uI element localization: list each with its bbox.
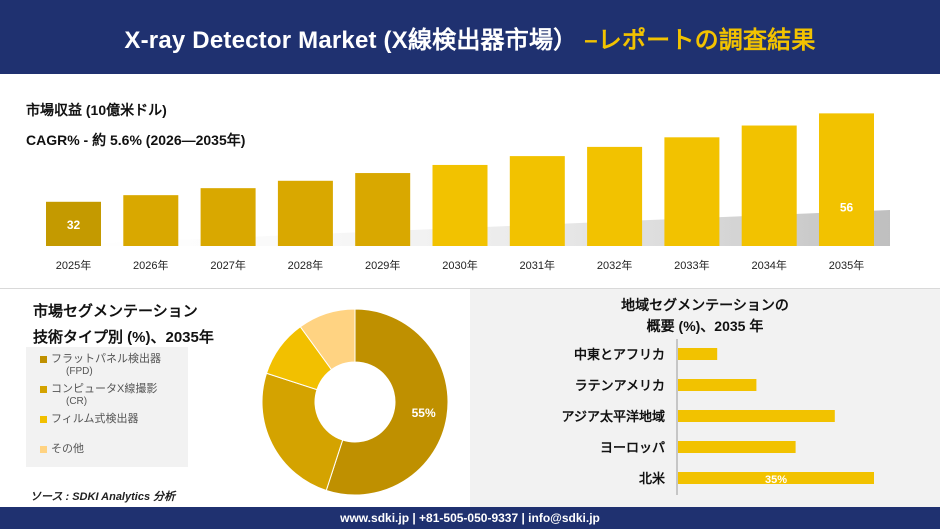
revenue-bar (123, 195, 179, 246)
legend-item-cr: コンピュータX線撮影 (CR) (40, 383, 158, 407)
revenue-bar (587, 146, 643, 246)
region-data-label: 35% (765, 474, 787, 486)
revenue-bar-chart: 2025年 32 2026年 2027年 2028年 2029年 2030年 2031年 203… (30, 113, 890, 272)
legend-swatch (40, 385, 47, 393)
revenue-bar (741, 125, 797, 246)
revenue-bar (46, 201, 101, 246)
section-divider (0, 288, 940, 289)
region-segment-title: 地域セグメンテーションの 概要 (%)、2035 年 (470, 295, 940, 337)
legend-label: コンピュータX線撮影 (51, 383, 158, 395)
region-bar (678, 348, 718, 360)
header-banner: X-ray Detector Market (X線検出器市場） –レポートの調査… (0, 0, 940, 74)
year-tick-label: 2035年 (829, 258, 864, 272)
revenue-bar (277, 180, 333, 246)
region-segment-panel: 地域セグメンテーションの 概要 (%)、2035 年 中東とアフリカ ラテンアメリ… (470, 289, 940, 507)
year-tick-label: 2033年 (674, 258, 709, 272)
legend-swatch (40, 415, 47, 423)
year-tick-label: 2026年 (133, 258, 168, 272)
technology-segment-title: 市場セグメンテーション 技術タイプ別 (%)、2035年 (33, 299, 214, 351)
legend-item-other: その他 (40, 443, 84, 456)
region-category-label: ラテンアメリカ (575, 378, 665, 393)
region-category-label: ヨーロッパ (600, 440, 665, 455)
cagr-label: CAGR% - 約 5.6% (2026—2035年) (26, 132, 246, 148)
technology-donut-chart: 55% (261, 308, 449, 496)
region-category-label: アジア太平洋地域 (562, 409, 665, 424)
year-tick-label: 2030年 (442, 258, 477, 272)
page-title: X-ray Detector Market (X線検出器市場） –レポートの調査… (124, 20, 815, 55)
revenue-bar (200, 188, 256, 246)
revenue-data-label: 32 (67, 218, 81, 232)
revenue-data-label: 56 (840, 200, 854, 214)
revenue-labels: 市場収益 (10億米ドル) CAGR% - 約 5.6% (2026—2035年… (26, 100, 245, 160)
revenue-bar (819, 113, 874, 246)
region-bar (678, 379, 757, 391)
region-bar (678, 441, 796, 453)
legend-label: その他 (51, 443, 84, 455)
legend-label: フラットパネル検出器 (51, 353, 161, 365)
year-tick-label: 2028年 (288, 258, 323, 272)
revenue-bar (664, 137, 720, 246)
title-main: X-ray Detector Market (X線検出器市場） (124, 26, 578, 54)
donut-slice (325, 308, 449, 496)
footer-contact: www.sdki.jp | +81-505-050-9337 | info@sd… (0, 507, 940, 529)
donut-slice (261, 372, 344, 492)
year-tick-label: 2025年 (56, 258, 91, 272)
legend-swatch (40, 355, 47, 363)
technology-segment-title-line1: 市場セグメンテーション (33, 303, 198, 320)
legend-item-fpd: フラットパネル検出器 (FPD) (40, 353, 161, 377)
region-category-label: 北米 (639, 471, 666, 486)
year-tick-label: 2027年 (210, 258, 245, 272)
year-tick-label: 2032年 (597, 258, 632, 272)
legend-sublabel: (FPD) (66, 366, 93, 377)
year-tick-label: 2029年 (365, 258, 400, 272)
legend-label: フィルム式検出器 (51, 413, 139, 425)
region-segment-title-line1: 地域セグメンテーションの (621, 297, 789, 313)
revenue-bar (432, 164, 488, 246)
donut-legend: フラットパネル検出器 (FPD) コンピュータX線撮影 (CR) フィルム式検出… (26, 347, 188, 467)
technology-segment-panel: 市場セグメンテーション 技術タイプ別 (%)、2035年 フラットパネル検出器 … (0, 289, 470, 507)
legend-swatch (40, 445, 47, 453)
region-category-label: 中東とアフリカ (574, 347, 665, 362)
revenue-bar (355, 173, 411, 246)
title-accent: –レポートの調査結果 (584, 26, 816, 54)
revenue-unit-label: 市場収益 (10億米ドル) (26, 102, 167, 118)
year-tick-label: 2034年 (751, 258, 786, 272)
region-bar (678, 472, 874, 484)
donut-data-label: 55% (412, 406, 436, 420)
legend-sublabel: (CR) (66, 396, 88, 407)
region-segment-title-line2: 概要 (%)、2035 年 (646, 318, 764, 334)
donut-slice (299, 308, 356, 371)
region-bar (678, 410, 835, 422)
revenue-bar (509, 156, 565, 246)
source-note: ソース : SDKI Analytics 分析 (30, 491, 176, 503)
year-tick-label: 2031年 (520, 258, 555, 272)
technology-segment-title-line2: 技術タイプ別 (%)、2035年 (33, 329, 214, 346)
legend-item-film: フィルム式検出器 (40, 413, 139, 426)
